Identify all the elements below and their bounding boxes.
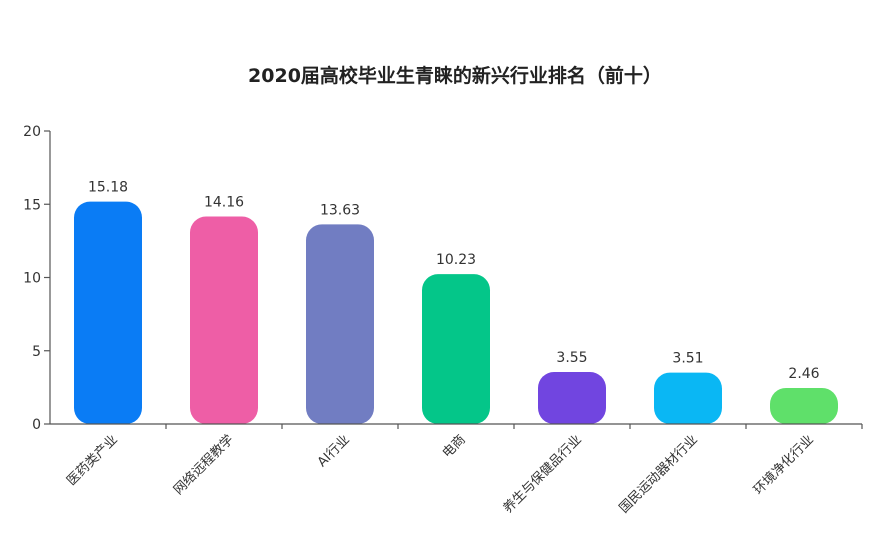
y-tick-label: 10	[23, 271, 41, 287]
bar-value-label: 2.46	[788, 366, 819, 382]
bar	[74, 201, 142, 424]
bar	[654, 372, 722, 424]
y-tick-label: 5	[32, 344, 41, 360]
chart-title: 2020届高校毕业生青睐的新兴行业排名（前十）	[248, 64, 662, 87]
axes	[49, 131, 862, 425]
bar	[306, 224, 374, 424]
bar	[190, 216, 258, 424]
bar	[422, 274, 490, 424]
bar	[770, 387, 838, 424]
bar-value-label: 10.23	[436, 252, 476, 268]
x-category-label: 电商	[440, 432, 469, 461]
value-labels: 15.18 14.16 13.63 10.23 3.55 3.51 2.46	[88, 180, 820, 382]
x-category-label: 环境净化行业	[751, 432, 817, 498]
x-category-label: 养生与保健品行业	[500, 432, 585, 517]
bar-value-label: 15.18	[88, 180, 128, 196]
y-tick-label: 15	[23, 197, 41, 213]
bar-value-label: 3.55	[556, 350, 587, 366]
y-tick-label: 20	[23, 124, 41, 140]
x-category-label: 医药类产业	[64, 432, 121, 489]
bar-value-label: 13.63	[320, 202, 360, 218]
bar-value-label: 3.51	[672, 351, 703, 367]
y-tick-label: 0	[32, 417, 41, 433]
x-category-label: 国民运动器材行业	[617, 432, 701, 516]
bars	[74, 201, 838, 424]
x-category-label: AI行业	[315, 432, 353, 470]
bar	[538, 371, 606, 424]
x-category-label: 网络远程教学	[170, 432, 236, 498]
category-labels: 医药类产业 网络远程教学 AI行业 电商 养生与保健品行业 国民运动器材行业 环境净化行业	[64, 432, 817, 517]
y-axis-ticks: 0 5 10 15 20	[23, 124, 50, 433]
x-axis-ticks	[165, 424, 863, 429]
bar-value-label: 14.16	[204, 195, 244, 211]
